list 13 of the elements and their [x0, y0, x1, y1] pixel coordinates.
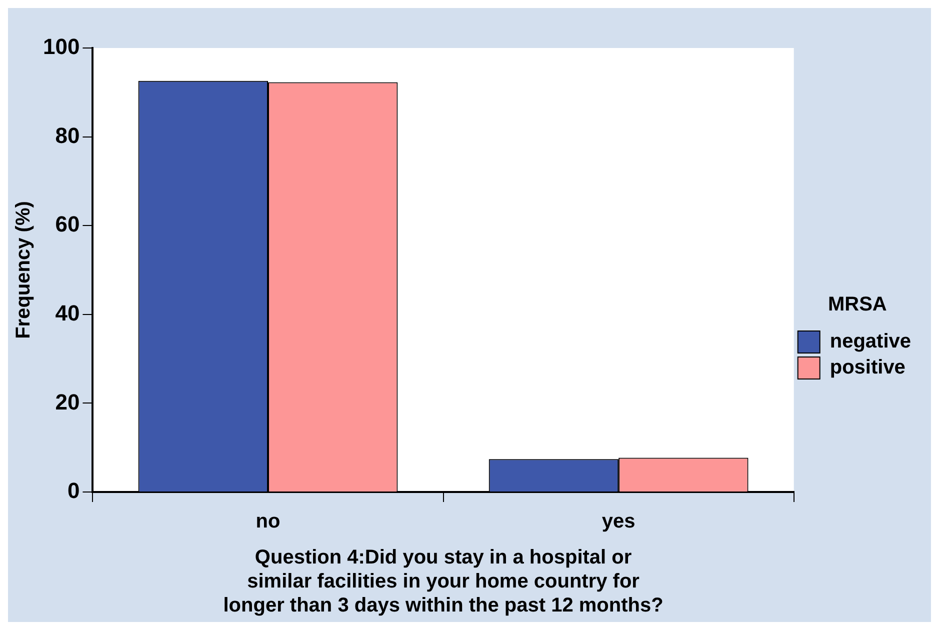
y-tick-label: 40	[55, 300, 80, 326]
legend-label: negative	[830, 330, 912, 353]
y-tick-label: 80	[55, 122, 80, 148]
x-tick-label: no	[256, 510, 280, 533]
x-tick-label: yes	[602, 510, 636, 533]
y-tick-label: 0	[67, 478, 80, 504]
y-axis-title: Frequency (%)	[12, 201, 35, 339]
x-axis-title: Question 4:Did you stay in a hospital or similar facilities in your home country for longer than 3 days within the past 12 months?	[223, 546, 664, 617]
y-tick-label: 100	[42, 34, 80, 60]
y-tick-label: 20	[55, 389, 80, 414]
y-tick-label: 60	[55, 212, 80, 237]
legend-label: positive	[830, 356, 906, 379]
legend-title: MRSA	[828, 294, 887, 316]
